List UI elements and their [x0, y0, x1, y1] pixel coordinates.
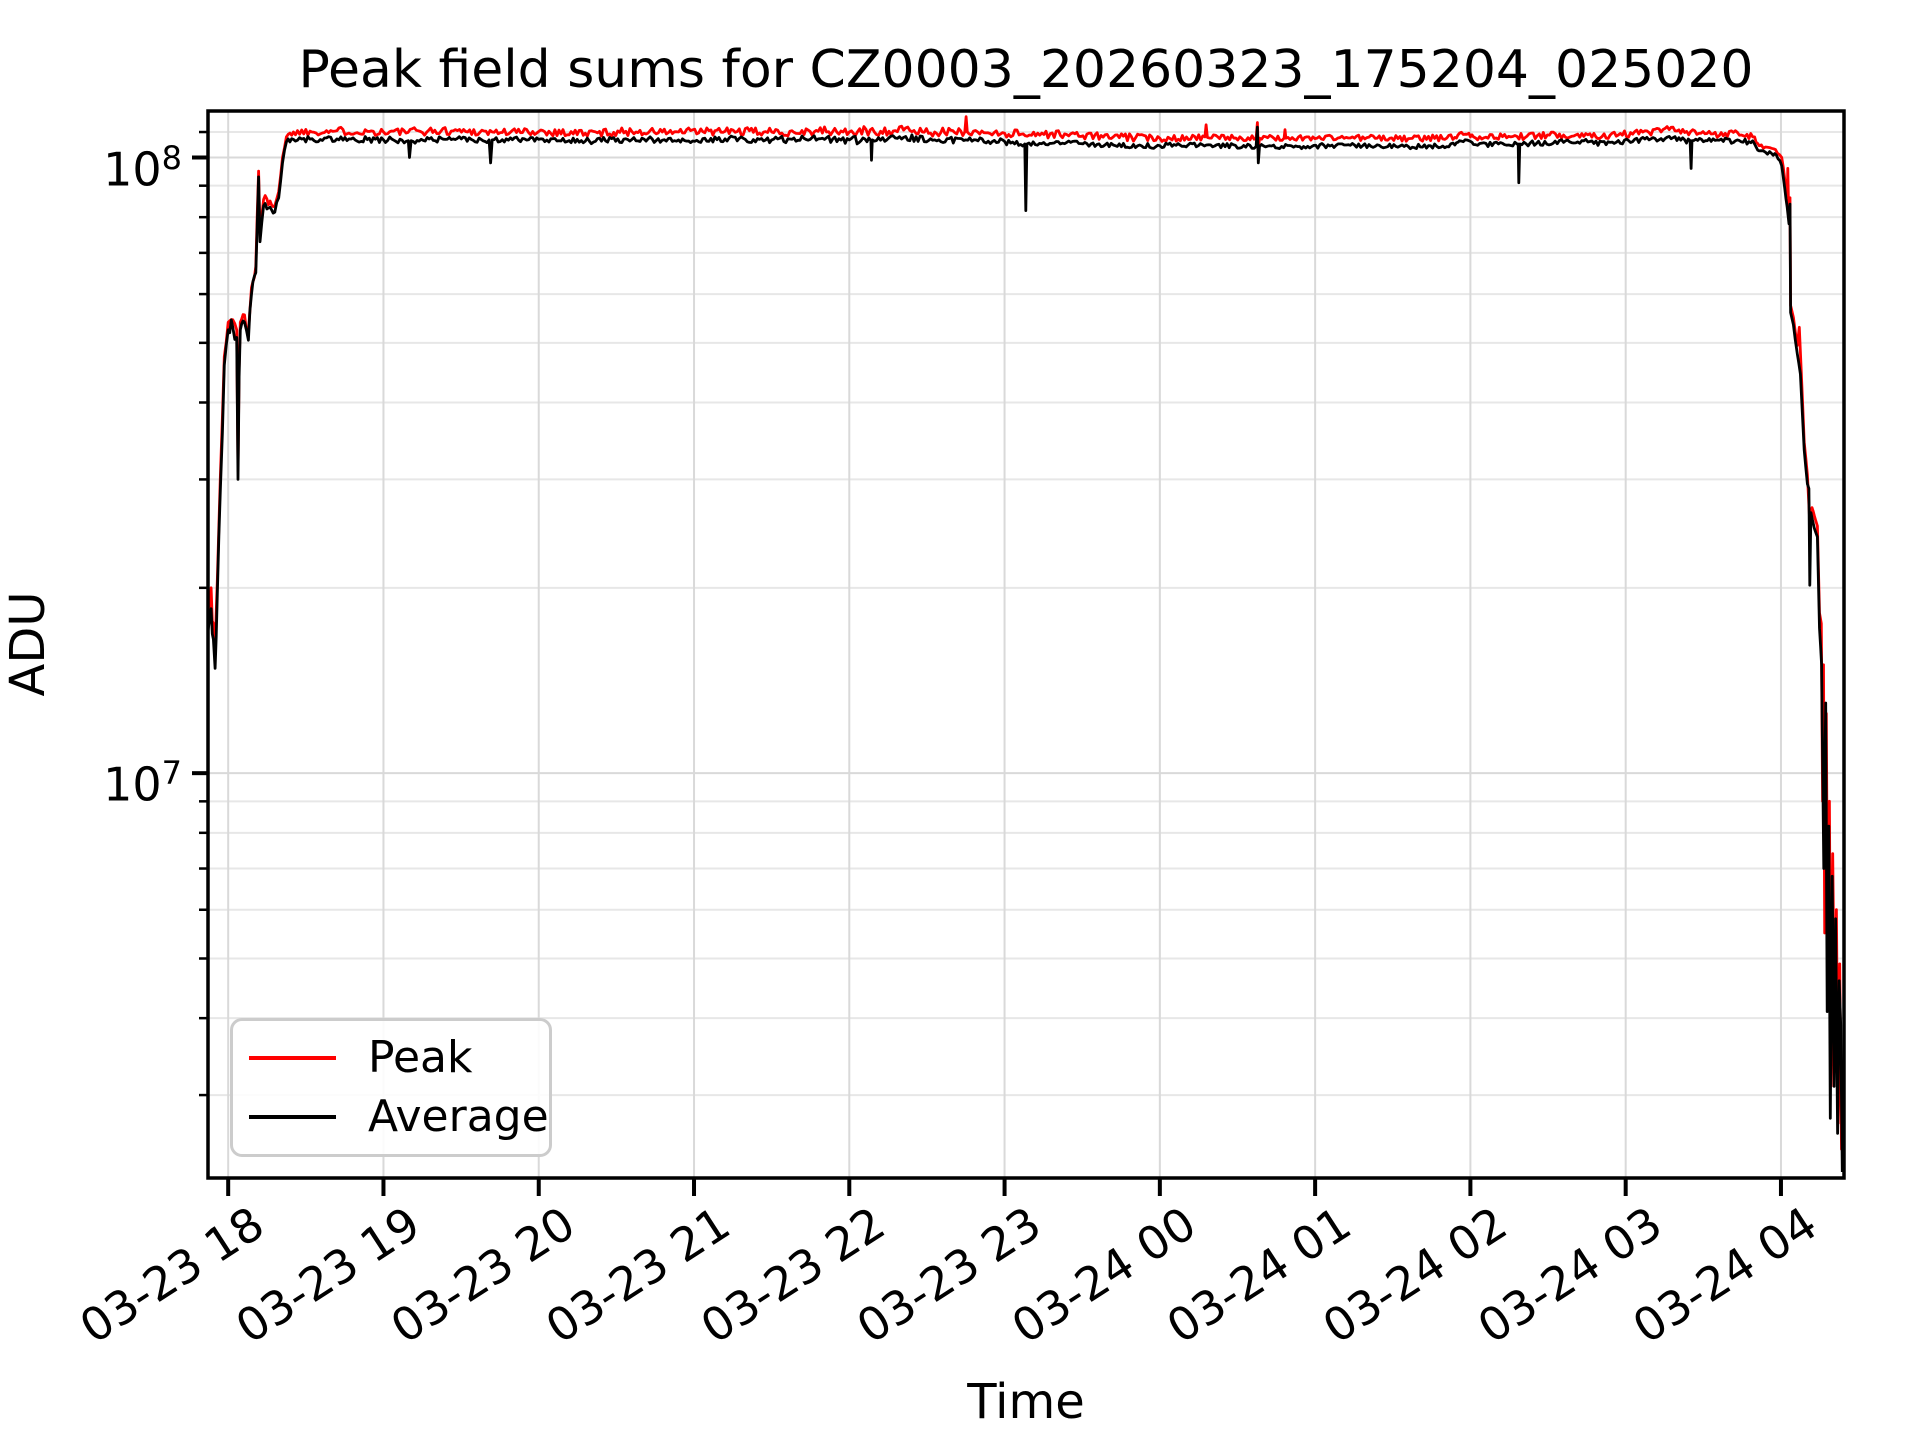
chart-title: Peak field sums for CZ0003_20260323_1752… [298, 40, 1754, 100]
series-lines [208, 115, 1844, 1173]
y-tick-label: 107 [103, 754, 182, 812]
legend-label-average: Average [368, 1091, 549, 1143]
y-axis-label: ADU [0, 591, 56, 697]
legend-item-peak: Peak [233, 1029, 549, 1087]
legend-item-average: Average [233, 1088, 549, 1146]
series-line-peak [208, 115, 1844, 1151]
legend-label-peak: Peak [368, 1031, 473, 1083]
y-tick-label: 108 [103, 138, 182, 196]
average-line-swatch [249, 1115, 336, 1120]
grid [208, 111, 1844, 1178]
peak-line-swatch [249, 1055, 336, 1060]
axes-spines [206, 109, 1846, 1180]
x-axis-label: Time [967, 1374, 1085, 1430]
axis-ticks [192, 130, 1783, 1196]
series-line-average [208, 125, 1844, 1173]
legend: Peak Average [230, 1018, 552, 1157]
